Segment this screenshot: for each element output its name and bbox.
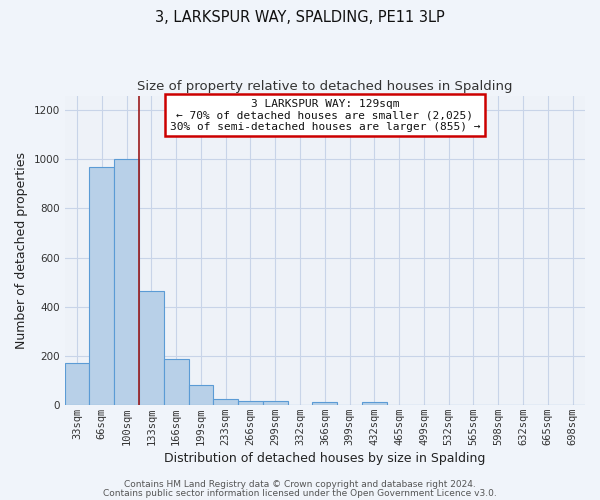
Bar (362, 402, 387, 405)
Text: Contains public sector information licensed under the Open Government Licence v3: Contains public sector information licen… (103, 488, 497, 498)
Text: 3, LARKSPUR WAY, SPALDING, PE11 3LP: 3, LARKSPUR WAY, SPALDING, PE11 3LP (155, 10, 445, 25)
Bar (188, 385, 214, 405)
Bar (89, 166, 114, 405)
Bar (313, 402, 337, 405)
Bar (65, 363, 89, 405)
Bar (164, 360, 188, 405)
Text: Contains HM Land Registry data © Crown copyright and database right 2024.: Contains HM Land Registry data © Crown c… (124, 480, 476, 489)
Bar (263, 401, 287, 405)
Bar (114, 160, 139, 405)
Text: 3 LARKSPUR WAY: 129sqm
← 70% of detached houses are smaller (2,025)
30% of semi-: 3 LARKSPUR WAY: 129sqm ← 70% of detached… (170, 98, 480, 132)
Bar (214, 398, 238, 405)
Title: Size of property relative to detached houses in Spalding: Size of property relative to detached ho… (137, 80, 512, 93)
Bar (238, 401, 263, 405)
X-axis label: Distribution of detached houses by size in Spalding: Distribution of detached houses by size … (164, 452, 485, 465)
Bar (139, 290, 164, 405)
Y-axis label: Number of detached properties: Number of detached properties (15, 152, 28, 348)
